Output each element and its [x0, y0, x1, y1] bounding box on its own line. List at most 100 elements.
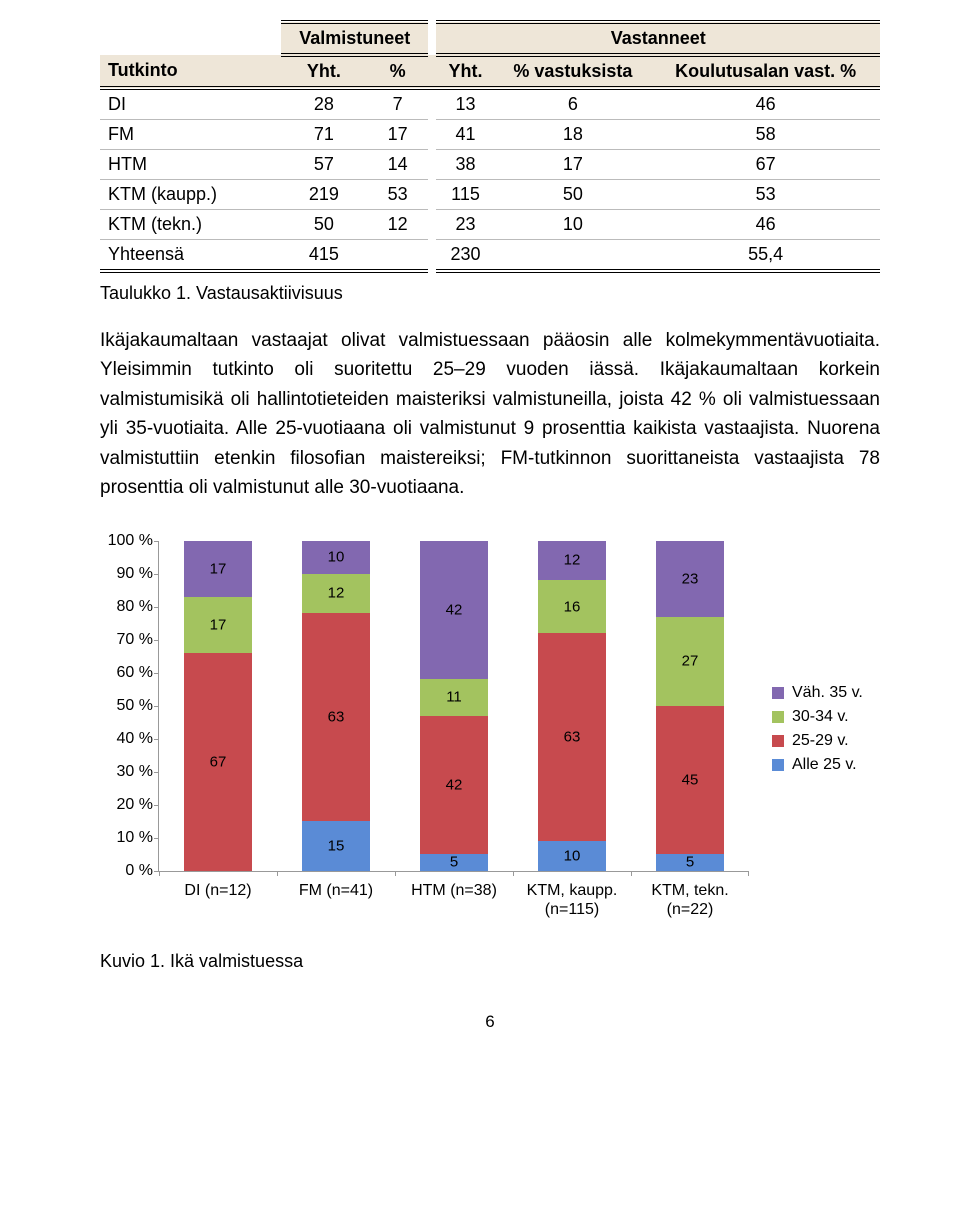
bar: 12 16 63 10: [538, 541, 606, 871]
cell: 12: [367, 210, 429, 240]
bar-value-label: 12: [302, 585, 370, 602]
bar-value-label: 42: [420, 776, 488, 793]
cell: [367, 240, 429, 272]
bar-segment: 63: [302, 613, 370, 821]
bar-value-label: 17: [184, 560, 252, 577]
bar-value-label: 67: [184, 753, 252, 770]
bar-value-label: 15: [302, 837, 370, 854]
category-label: FM (n=41): [299, 881, 373, 900]
y-tick-label: 90 %: [117, 565, 153, 583]
y-tick-label: 70 %: [117, 631, 153, 649]
cell: 58: [651, 120, 880, 150]
col-tutkinto: Tutkinto: [100, 55, 281, 88]
cell: KTM (tekn.): [100, 210, 281, 240]
bar-value-label: 17: [184, 616, 252, 633]
bar-segment: 11: [420, 679, 488, 715]
cell: 53: [651, 180, 880, 210]
response-table: Valmistuneet Vastanneet Tutkinto Yht. % …: [100, 20, 880, 273]
col-pct1: %: [367, 55, 429, 88]
cell: 71: [281, 120, 367, 150]
bar-segment: 10: [538, 841, 606, 871]
bar-segment: 10: [302, 541, 370, 574]
bar-value-label: 63: [302, 709, 370, 726]
cell: 53: [367, 180, 429, 210]
legend-swatch: [772, 711, 784, 723]
bar-segment: 16: [538, 580, 606, 633]
bar: 4211425: [420, 541, 488, 871]
cell: 219: [281, 180, 367, 210]
cell: 67: [651, 150, 880, 180]
cell: 115: [436, 180, 494, 210]
bar-value-label: 27: [656, 653, 724, 670]
legend-item: 30-34 v.: [772, 708, 863, 726]
bar-segment: 63: [538, 633, 606, 841]
page-number: 6: [100, 1012, 880, 1032]
category-label: KTM, kaupp. (n=115): [527, 881, 618, 919]
y-tick-label: 60 %: [117, 664, 153, 682]
bar-value-label: 45: [656, 771, 724, 788]
cell: 23: [436, 210, 494, 240]
bar-segment: 15: [302, 821, 370, 871]
legend-label: 25-29 v.: [792, 732, 849, 750]
y-tick-label: 0 %: [125, 862, 153, 880]
cell: 17: [495, 150, 652, 180]
legend-swatch: [772, 687, 784, 699]
bar-segment: 5: [656, 854, 724, 871]
cell: 14: [367, 150, 429, 180]
bar-value-label: 16: [538, 598, 606, 615]
cell: FM: [100, 120, 281, 150]
bar-segment: 27: [656, 617, 724, 706]
legend-item: 25-29 v.: [772, 732, 863, 750]
category-label: KTM, tekn. (n=22): [651, 881, 728, 919]
bar-value-label: 42: [420, 601, 488, 618]
group-vastanneet: Vastanneet: [436, 22, 880, 55]
cell: DI: [100, 88, 281, 120]
table-row: FM7117411858: [100, 120, 880, 150]
bar: 10 12 63 15: [302, 541, 370, 871]
bar: 17 17 67: [184, 541, 252, 871]
bar-segment: 23: [656, 541, 724, 617]
cell: 55,4: [651, 240, 880, 272]
legend-item: Väh. 35 v.: [772, 684, 863, 702]
col-koulutus: Koulutusalan vast. %: [651, 55, 880, 88]
y-tick-label: 80 %: [117, 598, 153, 616]
category-label: DI (n=12): [184, 881, 251, 900]
cell: Yhteensä: [100, 240, 281, 272]
cell: 415: [281, 240, 367, 272]
cell: 13: [436, 88, 494, 120]
legend-swatch: [772, 759, 784, 771]
cell: 18: [495, 120, 652, 150]
cell: 6: [495, 88, 652, 120]
cell: HTM: [100, 150, 281, 180]
bar-value-label: 10: [302, 549, 370, 566]
col-pctvast: % vastuksista: [495, 55, 652, 88]
col-yht2: Yht.: [436, 55, 494, 88]
bar-segment: 17: [184, 597, 252, 653]
cell: 17: [367, 120, 429, 150]
cell: 28: [281, 88, 367, 120]
bar-segment: 67: [184, 653, 252, 871]
cell: 41: [436, 120, 494, 150]
y-tick-label: 10 %: [117, 829, 153, 847]
cell: 46: [651, 210, 880, 240]
y-tick-label: 100 %: [108, 532, 153, 550]
legend-label: Väh. 35 v.: [792, 684, 863, 702]
age-chart: 0 %10 %20 %30 %40 %50 %60 %70 %80 %90 %1…: [100, 537, 752, 921]
bar-segment: 12: [302, 574, 370, 614]
bar-value-label: 12: [538, 552, 606, 569]
table-row: Yhteensä41523055,4: [100, 240, 880, 272]
bar-segment: 42: [420, 541, 488, 680]
y-tick-label: 40 %: [117, 730, 153, 748]
bar-value-label: 23: [656, 570, 724, 587]
bar-value-label: 63: [538, 728, 606, 745]
legend-swatch: [772, 735, 784, 747]
category-label: HTM (n=38): [411, 881, 497, 900]
cell: [495, 240, 652, 272]
table-row: KTM (kaupp.)219531155053: [100, 180, 880, 210]
cell: 57: [281, 150, 367, 180]
col-yht1: Yht.: [281, 55, 367, 88]
legend-item: Alle 25 v.: [772, 756, 863, 774]
chart-caption: Kuvio 1. Ikä valmistuessa: [100, 951, 880, 972]
bar-segment: 45: [656, 706, 724, 855]
table-row: HTM5714381767: [100, 150, 880, 180]
